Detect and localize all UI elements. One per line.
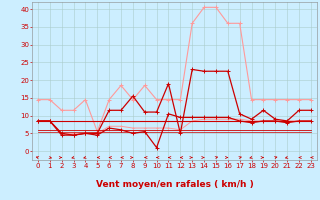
X-axis label: Vent moyen/en rafales ( km/h ): Vent moyen/en rafales ( km/h ) xyxy=(96,180,253,189)
